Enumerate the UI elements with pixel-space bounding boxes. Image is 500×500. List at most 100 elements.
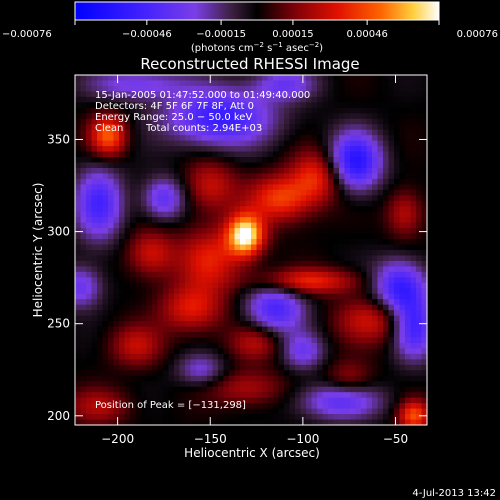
heatmap-cell: [333, 244, 340, 251]
heatmap-cell: [168, 124, 175, 131]
heatmap-cell: [218, 266, 224, 273]
heatmap-cell: [196, 233, 202, 240]
heatmap-cell: [350, 250, 356, 256]
heatmap-cell: [80, 135, 87, 142]
heatmap-cell: [300, 381, 307, 388]
heatmap-cell: [333, 414, 340, 421]
heatmap-cell: [328, 342, 334, 349]
heatmap-cell: [273, 167, 279, 174]
heatmap-cell: [80, 244, 87, 251]
heatmap-cell: [328, 271, 334, 278]
heatmap-cell: [399, 157, 406, 163]
heatmap-cell: [383, 239, 389, 246]
heatmap-cell: [251, 282, 257, 289]
heatmap-cell: [377, 353, 384, 360]
heatmap-cell: [416, 146, 422, 153]
heatmap-cell: [295, 239, 301, 246]
heatmap-cell: [339, 348, 345, 355]
heatmap-cell: [102, 151, 109, 158]
heatmap-cell: [300, 332, 307, 338]
heatmap-cell: [207, 233, 213, 240]
heatmap-cell: [405, 195, 411, 202]
heatmap-cell: [207, 85, 213, 92]
heatmap-cell: [388, 239, 395, 246]
heatmap-cell: [119, 321, 125, 328]
heatmap-cell: [311, 200, 318, 207]
heatmap-cell: [306, 386, 312, 393]
heatmap-cell: [102, 403, 109, 410]
heatmap-cell: [124, 414, 131, 421]
heatmap-cell: [284, 403, 290, 410]
heatmap-cell: [130, 266, 136, 273]
heatmap-cell: [130, 342, 136, 349]
heatmap-cell: [245, 342, 252, 349]
heatmap-cell: [251, 222, 257, 229]
heatmap-cell: [306, 96, 312, 103]
heatmap-cell: [366, 353, 373, 360]
heatmap-cell: [273, 321, 279, 328]
heatmap-cell: [388, 386, 395, 393]
heatmap-cell: [394, 375, 400, 382]
heatmap-cell: [311, 250, 318, 256]
heatmap-cell: [229, 408, 235, 415]
heatmap-cell: [163, 96, 169, 103]
heatmap-cell: [240, 222, 246, 229]
heatmap-cell: [86, 293, 92, 300]
heatmap-cell: [97, 353, 103, 360]
heatmap-cell: [185, 85, 191, 92]
heatmap-cell: [190, 140, 197, 147]
heatmap-cell: [317, 107, 323, 114]
heatmap-cell: [135, 91, 142, 98]
heatmap-cell: [306, 332, 312, 338]
heatmap-cell: [333, 129, 340, 136]
heatmap-cell: [229, 244, 235, 251]
heatmap-cell: [218, 304, 224, 311]
heatmap-cell: [278, 403, 285, 410]
heatmap-cell: [300, 337, 307, 344]
colorbar-strip: [74, 1, 440, 21]
plot-frame: [74, 74, 428, 426]
heatmap-cell: [278, 239, 285, 246]
heatmap-cell: [113, 239, 120, 246]
heatmap-cell: [317, 124, 323, 131]
heatmap-cell: [300, 293, 307, 300]
heatmap-cell: [361, 157, 367, 163]
heatmap-cell: [300, 200, 307, 207]
heatmap-cell: [273, 386, 279, 393]
heatmap-cell: [273, 414, 279, 421]
heatmap-cell: [185, 277, 191, 284]
heatmap-cell: [185, 157, 191, 163]
heatmap-cell: [355, 162, 362, 169]
heatmap-cell: [113, 337, 120, 344]
heatmap-cell: [273, 151, 279, 158]
heatmap-cell: [223, 118, 230, 125]
heatmap-cell: [157, 414, 164, 421]
heatmap-cell: [278, 124, 285, 131]
heatmap-cell: [174, 414, 180, 421]
heatmap-cell: [152, 140, 158, 147]
heatmap-cell: [295, 206, 301, 213]
heatmap-cell: [311, 135, 318, 142]
heatmap-cell: [196, 348, 202, 355]
heatmap-cell: [306, 271, 312, 278]
heatmap-cell: [328, 102, 334, 109]
heatmap-cell: [333, 96, 340, 103]
heatmap-cell: [102, 228, 109, 235]
heatmap-cell: [306, 124, 312, 131]
heatmap-cell: [350, 288, 356, 295]
heatmap-cell: [289, 277, 296, 284]
heatmap-cell: [383, 146, 389, 153]
heatmap-cell: [300, 140, 307, 147]
heatmap-cell: [157, 217, 164, 224]
heatmap-cell: [333, 299, 340, 306]
heatmap-cell: [295, 386, 301, 393]
heatmap-cell: [388, 260, 395, 267]
heatmap-cell: [339, 403, 345, 410]
heatmap-cell: [146, 310, 153, 317]
heatmap-cell: [196, 419, 202, 426]
heatmap-cell: [394, 392, 400, 399]
heatmap-cell: [196, 342, 202, 349]
heatmap-cell: [333, 403, 340, 410]
heatmap-cell: [333, 277, 340, 284]
heatmap-cell: [163, 146, 169, 153]
